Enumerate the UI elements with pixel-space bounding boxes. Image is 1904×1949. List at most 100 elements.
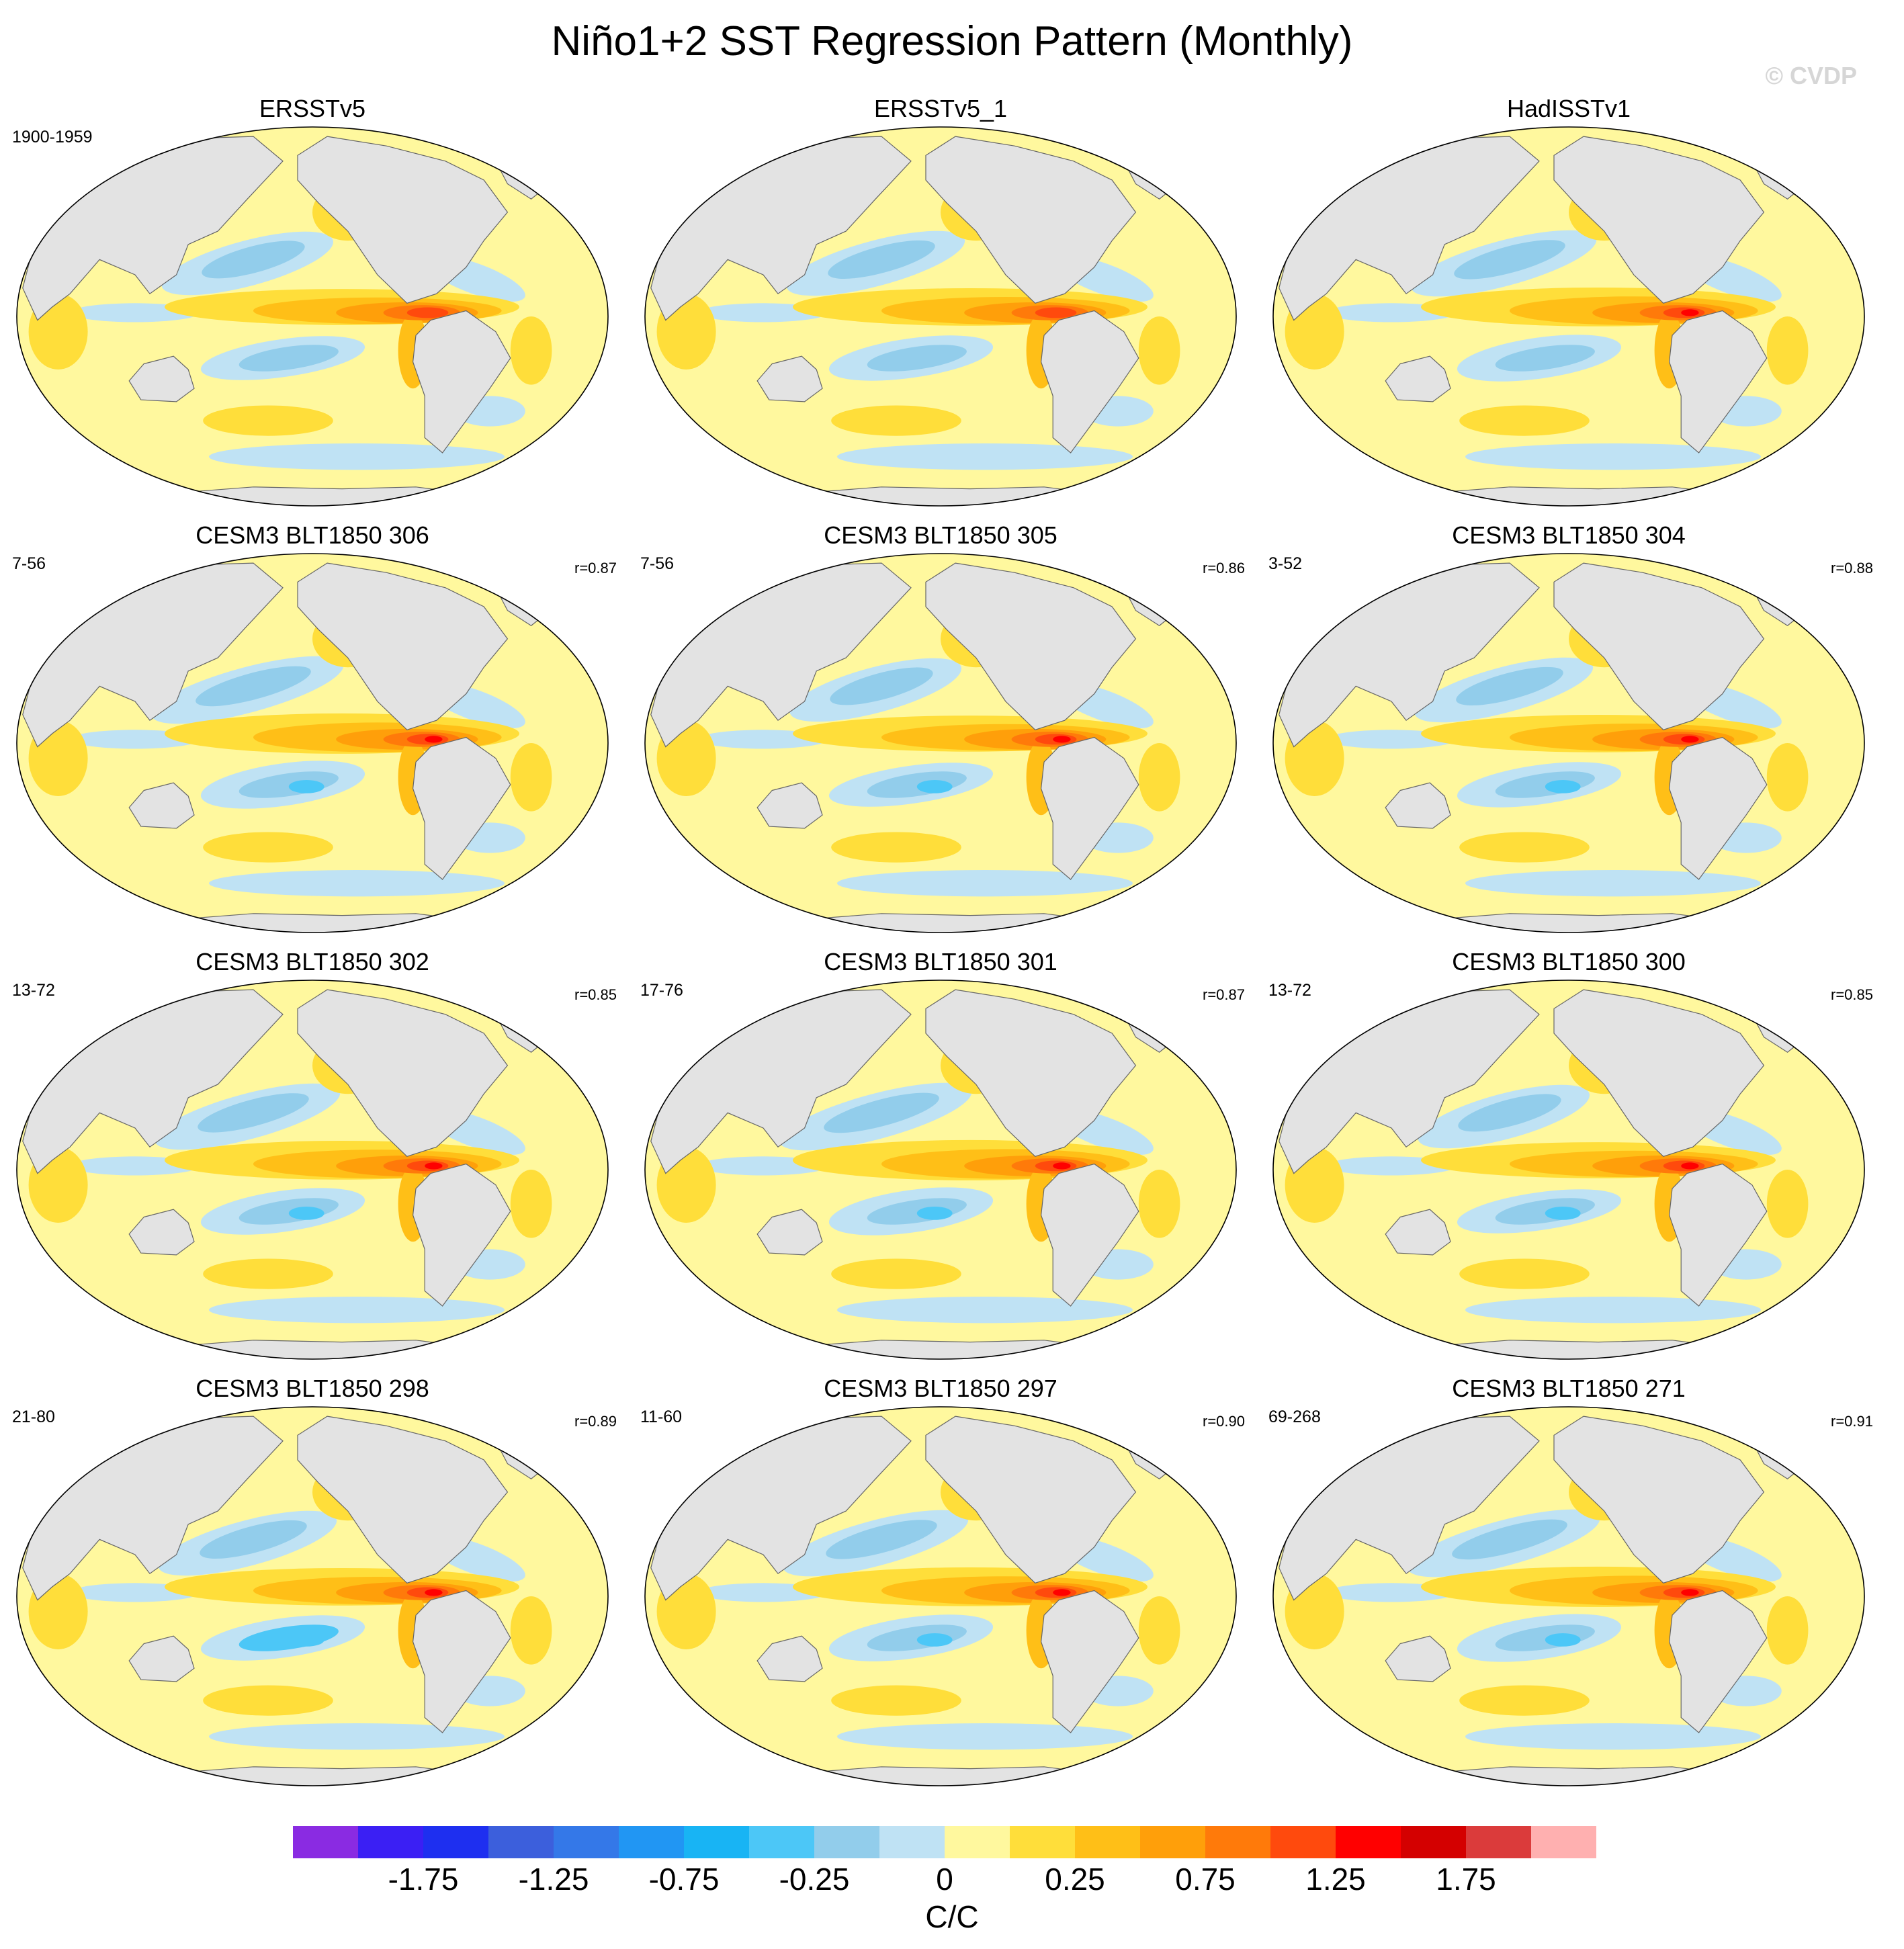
south-atlantic-warm-anomaly bbox=[510, 1170, 552, 1238]
south-america-landmass bbox=[1040, 1163, 1139, 1307]
south-pacific-cool-center bbox=[288, 1633, 324, 1647]
south-pacific-cool-core bbox=[867, 771, 967, 798]
colorbar bbox=[293, 1826, 1596, 1858]
panel-years: 7-56 bbox=[12, 554, 46, 573]
north-pacific-cool-core bbox=[824, 1092, 939, 1133]
southern-ocean-cool-band bbox=[209, 1723, 505, 1750]
south-pacific-cool-center bbox=[1545, 1207, 1581, 1220]
panel-years: 11-60 bbox=[640, 1407, 683, 1426]
australia-landmass bbox=[756, 355, 823, 402]
south-pacific-cool-center bbox=[288, 780, 324, 793]
south-america-landmass bbox=[412, 310, 511, 453]
north-pacific-cool-core bbox=[196, 666, 311, 707]
map-panel: CESM3 BLT1850 302 13-72 r=0.85 bbox=[0, 947, 625, 1371]
south-atlantic-warm-anomaly bbox=[1138, 316, 1180, 385]
colorbar-swatch bbox=[1205, 1826, 1270, 1858]
south-atlantic-warm-anomaly bbox=[1138, 1596, 1180, 1665]
colorbar-swatch bbox=[1531, 1826, 1596, 1858]
world-map bbox=[1272, 1406, 1865, 1786]
australia-landmass bbox=[756, 1209, 823, 1256]
panel-title: CESM3 BLT1850 300 bbox=[1452, 948, 1686, 976]
north-pacific-cool-core bbox=[830, 667, 933, 705]
map-outline bbox=[16, 1406, 609, 1786]
south-pacific-cool-core bbox=[867, 345, 967, 372]
map-outline bbox=[644, 980, 1237, 1360]
panel-pattern-correlation: r=0.86 bbox=[1203, 560, 1245, 576]
panel-pattern-correlation: r=0.90 bbox=[1203, 1413, 1245, 1430]
south-pacific-warm-anomaly bbox=[831, 1258, 961, 1289]
panel-pattern-correlation: r=0.87 bbox=[1203, 986, 1245, 1003]
map-outline bbox=[644, 126, 1237, 507]
map-outline bbox=[1272, 980, 1865, 1360]
southern-ocean-cool-band bbox=[1465, 443, 1761, 470]
colorbar-tick-label: -0.25 bbox=[779, 1862, 850, 1897]
sst-regression-field bbox=[17, 554, 608, 933]
south-atlantic-warm-anomaly bbox=[510, 743, 552, 812]
world-map bbox=[644, 126, 1237, 507]
australia-landmass bbox=[756, 1635, 823, 1682]
south-atlantic-warm-anomaly bbox=[510, 316, 552, 385]
colorbar-tick-label: 1.75 bbox=[1436, 1862, 1496, 1897]
south-pacific-warm-anomaly bbox=[831, 1685, 961, 1716]
south-pacific-warm-anomaly bbox=[1459, 405, 1590, 436]
north-pacific-cool-core bbox=[828, 240, 935, 279]
south-pacific-warm-anomaly bbox=[203, 1258, 333, 1289]
nino12-warm-125 bbox=[425, 1162, 443, 1170]
australia-landmass bbox=[1385, 1635, 1451, 1682]
world-map bbox=[644, 980, 1237, 1360]
map-outline bbox=[16, 553, 609, 933]
colorbar-swatch bbox=[1466, 1826, 1531, 1858]
world-map bbox=[16, 1406, 609, 1786]
south-atlantic-warm-anomaly bbox=[1766, 1170, 1809, 1238]
panel-title: CESM3 BLT1850 306 bbox=[196, 521, 429, 549]
south-america-landmass bbox=[1040, 736, 1139, 880]
south-pacific-cool-center bbox=[1545, 1633, 1581, 1647]
south-pacific-cool-center bbox=[1545, 780, 1581, 793]
panel-title: ERSSTv5_1 bbox=[873, 95, 1008, 122]
southern-ocean-cool-band bbox=[1465, 1723, 1761, 1750]
map-panel: CESM3 BLT1850 301 17-76 r=0.87 bbox=[628, 947, 1253, 1371]
north-pacific-cool-core bbox=[1456, 666, 1563, 705]
map-outline bbox=[1272, 126, 1865, 507]
map-outline bbox=[1272, 553, 1865, 933]
world-map bbox=[16, 553, 609, 933]
world-map bbox=[1272, 126, 1865, 507]
panel-pattern-correlation: r=0.87 bbox=[574, 560, 617, 576]
panel-title: CESM3 BLT1850 271 bbox=[1452, 1375, 1686, 1402]
world-map bbox=[16, 980, 609, 1360]
panel-title: HadISSTv1 bbox=[1506, 95, 1631, 122]
north-america-landmass bbox=[1553, 562, 1765, 730]
colorbar-tick-label: -1.25 bbox=[518, 1862, 589, 1897]
map-outline bbox=[16, 980, 609, 1360]
south-pacific-warm-anomaly bbox=[203, 832, 333, 863]
nino12-warm-125 bbox=[1053, 736, 1071, 743]
south-america-landmass bbox=[1040, 310, 1139, 453]
australia-landmass bbox=[1385, 355, 1451, 402]
north-pacific-cool-core bbox=[1452, 1519, 1567, 1560]
south-pacific-cool-core bbox=[239, 1625, 339, 1651]
south-pacific-cool-core bbox=[867, 1198, 967, 1225]
panel-pattern-correlation: r=0.89 bbox=[574, 1413, 617, 1430]
south-pacific-cool-core bbox=[1495, 1198, 1595, 1225]
watermark: © CVDP bbox=[1765, 62, 1857, 89]
colorbar-tick-label: 0 bbox=[936, 1862, 953, 1897]
panel-title: CESM3 BLT1850 304 bbox=[1452, 521, 1686, 549]
southern-ocean-cool-band bbox=[837, 443, 1133, 470]
world-map bbox=[1272, 980, 1865, 1360]
colorbar-swatch bbox=[814, 1826, 879, 1858]
north-america-landmass bbox=[297, 1416, 509, 1584]
north-pacific-cool-core bbox=[1458, 1094, 1561, 1132]
panel-title: CESM3 BLT1850 297 bbox=[824, 1375, 1057, 1402]
panel-pattern-correlation: r=0.91 bbox=[1831, 1413, 1873, 1430]
north-america-landmass bbox=[925, 136, 1137, 304]
australia-landmass bbox=[128, 355, 195, 402]
south-pacific-cool-center bbox=[916, 1207, 953, 1220]
map-outline bbox=[644, 553, 1237, 933]
panel-title: CESM3 BLT1850 298 bbox=[196, 1375, 429, 1402]
panel-years: 13-72 bbox=[12, 981, 55, 1000]
south-america-landmass bbox=[412, 736, 511, 880]
south-pacific-cool-center bbox=[916, 780, 953, 793]
nino12-warm-125 bbox=[425, 1589, 443, 1596]
south-pacific-cool-core bbox=[1495, 1625, 1595, 1651]
south-pacific-warm-anomaly bbox=[831, 832, 961, 863]
